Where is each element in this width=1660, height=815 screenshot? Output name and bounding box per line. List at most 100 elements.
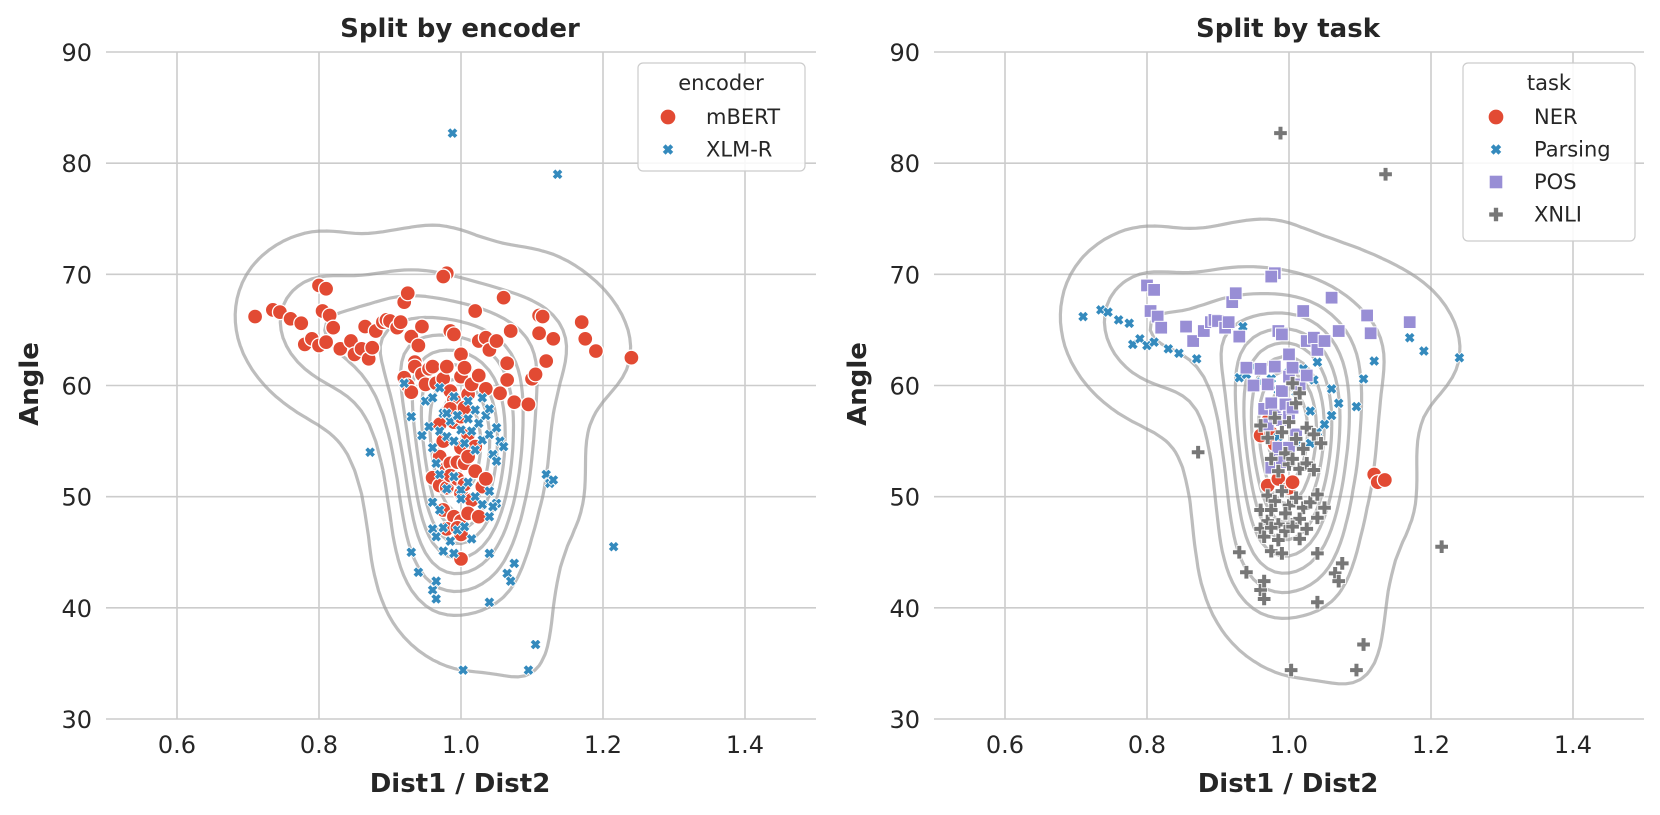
legend-label: POS: [1534, 170, 1577, 194]
point-xnli: [1292, 511, 1307, 527]
point-pos: [1186, 334, 1201, 348]
point-xnli: [1267, 410, 1282, 425]
point-pos: [1299, 368, 1314, 383]
y-tick-label: 80: [889, 150, 920, 178]
point-parsing: [1236, 320, 1249, 333]
chart-title: Split by task: [1196, 14, 1381, 44]
point-mbert: [506, 394, 523, 411]
point-pos: [1285, 360, 1300, 375]
point-xlm-r: [547, 474, 560, 486]
point-xlm-r: [444, 535, 457, 548]
point-xnli: [1274, 483, 1290, 499]
point-xnli: [1335, 556, 1350, 571]
point-xnli: [1273, 126, 1288, 141]
grid-lines: [106, 51, 816, 720]
point-ner: [1376, 471, 1393, 489]
legend: task NER Parsing POS XNLI: [1462, 62, 1636, 242]
point-xlm-r: [426, 584, 439, 597]
y-tick-label: 80: [61, 150, 92, 178]
point-parsing: [1332, 397, 1345, 410]
legend-marker-parsing: [1489, 143, 1503, 156]
point-xnli: [1239, 565, 1254, 580]
point-mbert: [364, 339, 381, 356]
point-xlm-r: [497, 440, 510, 453]
point-xlm-r: [465, 425, 478, 438]
point-parsing: [1368, 355, 1381, 368]
x-tick-label: 0.6: [158, 731, 196, 759]
point-mbert: [399, 285, 416, 302]
point-xnli: [1288, 431, 1304, 447]
point-xlm-r: [465, 532, 478, 545]
point-xnli: [1278, 506, 1293, 521]
point-xlm-r: [447, 547, 460, 560]
point-mbert: [413, 318, 431, 335]
y-tick-label: 30: [889, 706, 920, 734]
x-tick-label: 1.4: [726, 731, 764, 759]
point-xlm-r: [483, 596, 496, 609]
point-xlm-r: [462, 476, 475, 489]
point-xnli: [1253, 418, 1268, 433]
y-tick-label: 90: [61, 39, 92, 67]
legend-items: mBERT XLM-R: [659, 105, 780, 162]
point-xlm-r: [415, 429, 428, 442]
point-parsing: [1318, 418, 1331, 431]
point-xlm-r: [426, 441, 439, 454]
point-mbert: [623, 349, 640, 366]
kde-contour-line: [278, 268, 569, 617]
point-xlm-r: [364, 446, 377, 459]
point-xnli: [1317, 500, 1332, 515]
point-pos: [1228, 286, 1243, 301]
point-xnli: [1190, 445, 1206, 460]
point-pos: [1360, 308, 1374, 323]
point-pos: [1147, 283, 1161, 297]
point-xnli: [1285, 376, 1300, 391]
point-mbert: [424, 358, 441, 375]
legend-items: NER Parsing POS XNLI: [1487, 105, 1611, 227]
y-tick-label: 40: [889, 595, 920, 623]
y-axis-label: Angle: [843, 342, 873, 426]
panel-split-by-task: Split by task Dist1 / Dist2 Angle 0.6 0.8…: [843, 14, 1644, 799]
point-xlm-r: [486, 500, 499, 513]
point-xnli: [1285, 519, 1300, 534]
legend-label: XLM-R: [706, 138, 772, 162]
point-xnli: [1260, 430, 1275, 445]
point-pos: [1232, 329, 1247, 344]
point-pos: [1275, 327, 1289, 342]
y-tick-label: 30: [61, 706, 92, 734]
point-xlm-r: [437, 521, 450, 534]
point-parsing: [1403, 331, 1416, 344]
point-mbert: [452, 346, 470, 363]
point-pos: [1317, 334, 1332, 348]
point-pos: [1331, 324, 1346, 338]
point-mbert: [527, 366, 544, 383]
point-xnli: [1378, 167, 1393, 182]
point-xlm-r: [504, 575, 517, 588]
point-mbert: [491, 385, 509, 402]
scatter-points: [246, 127, 640, 677]
point-xlm-r: [405, 410, 418, 423]
chart-title: Split by encoder: [340, 14, 580, 44]
point-xnli: [1313, 436, 1329, 451]
point-parsing: [1311, 356, 1324, 369]
point-xlm-r: [522, 664, 535, 677]
x-tick-label: 0.6: [986, 731, 1024, 759]
point-xlm-r: [607, 540, 620, 553]
y-tick-label: 50: [61, 484, 92, 512]
point-xlm-r: [476, 498, 489, 511]
point-xlm-r: [430, 457, 443, 470]
point-mbert: [325, 319, 342, 336]
point-mbert: [573, 313, 590, 331]
point-xnli: [1310, 510, 1325, 525]
point-parsing: [1304, 405, 1317, 418]
point-pos: [1221, 315, 1236, 330]
point-xlm-r: [455, 492, 467, 505]
point-xlm-r: [426, 496, 439, 509]
point-xlm-r: [483, 510, 496, 523]
y-tick-label: 60: [889, 373, 920, 401]
point-mbert: [470, 508, 487, 525]
point-pos: [1296, 304, 1311, 318]
point-mbert: [410, 337, 427, 354]
point-xlm-r: [455, 424, 467, 436]
legend-label: Parsing: [1534, 138, 1611, 162]
point-mbert: [502, 322, 519, 340]
